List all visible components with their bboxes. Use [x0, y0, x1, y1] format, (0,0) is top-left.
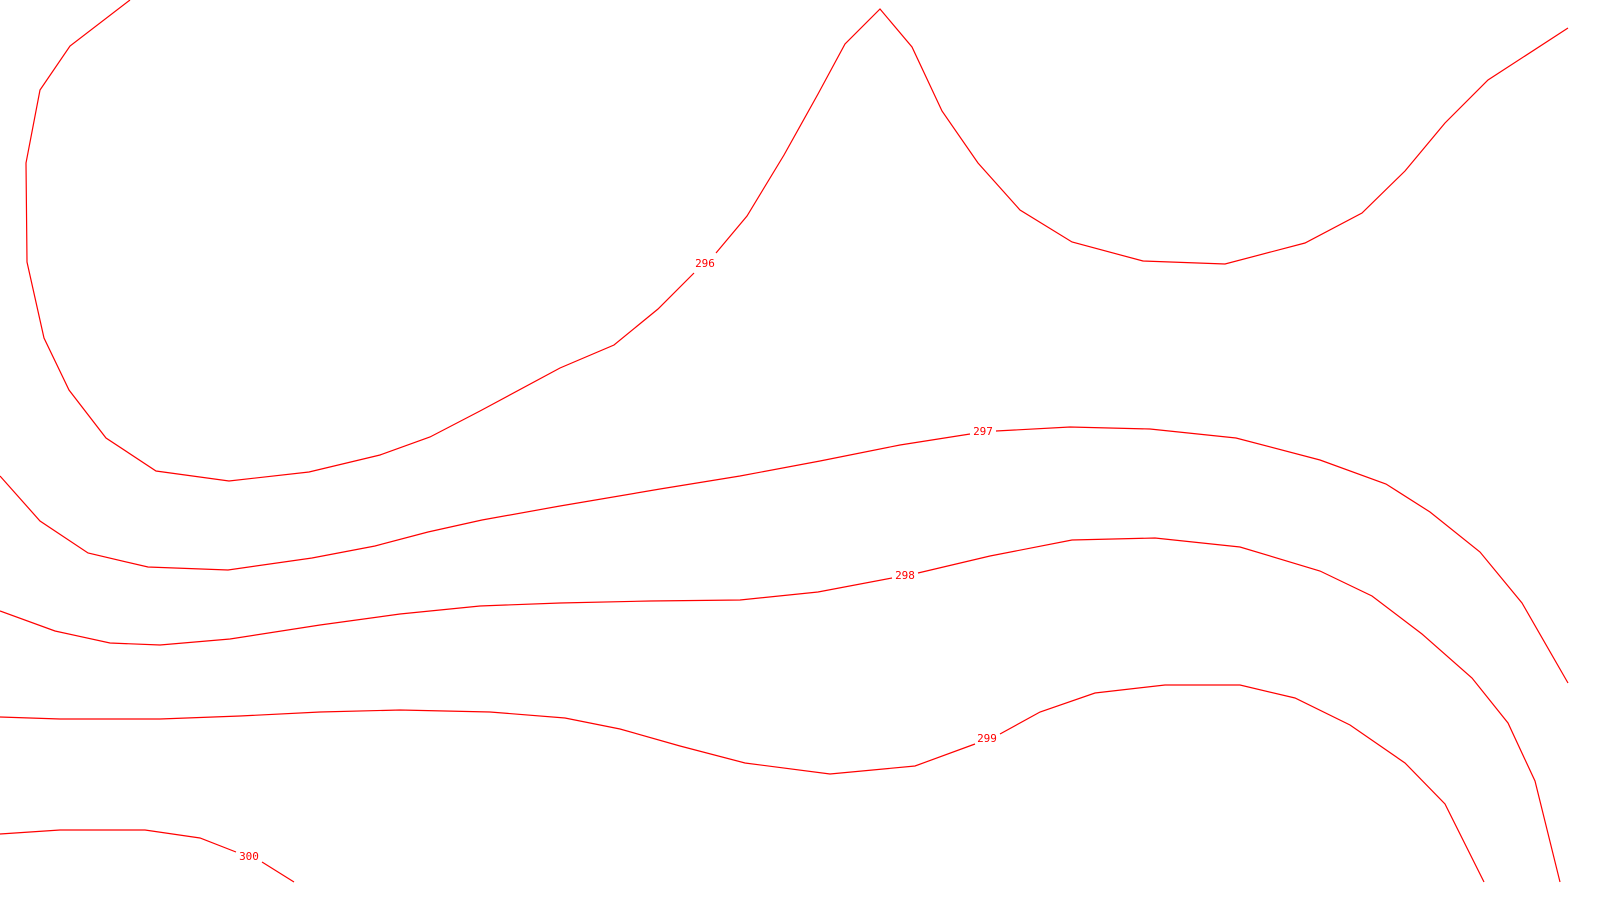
- contour-label-299: 299: [977, 732, 997, 745]
- contour-label-300: 300: [239, 850, 259, 863]
- contour-line-296-segment-1: [25, 0, 695, 482]
- contour-labels: 296 297 298 299 300: [239, 257, 997, 863]
- contour-line-297-segment-1: [0, 433, 971, 571]
- contour-label-296: 296: [695, 257, 715, 270]
- contour-line-297-segment-2: [995, 426, 1569, 684]
- contour-line-296-segment-2: [715, 8, 1569, 265]
- contour-line-298-segment-1: [0, 577, 893, 646]
- contour-lines: [0, 0, 1569, 883]
- contour-line-299-segment-2: [999, 684, 1485, 883]
- contour-line-298-segment-2: [917, 537, 1561, 883]
- contour-line-300-segment-1: [0, 829, 237, 853]
- contour-line-300-segment-2: [261, 861, 295, 883]
- contour-label-298: 298: [895, 569, 915, 582]
- contour-label-297: 297: [973, 425, 993, 438]
- contour-line-299-segment-1: [0, 709, 976, 775]
